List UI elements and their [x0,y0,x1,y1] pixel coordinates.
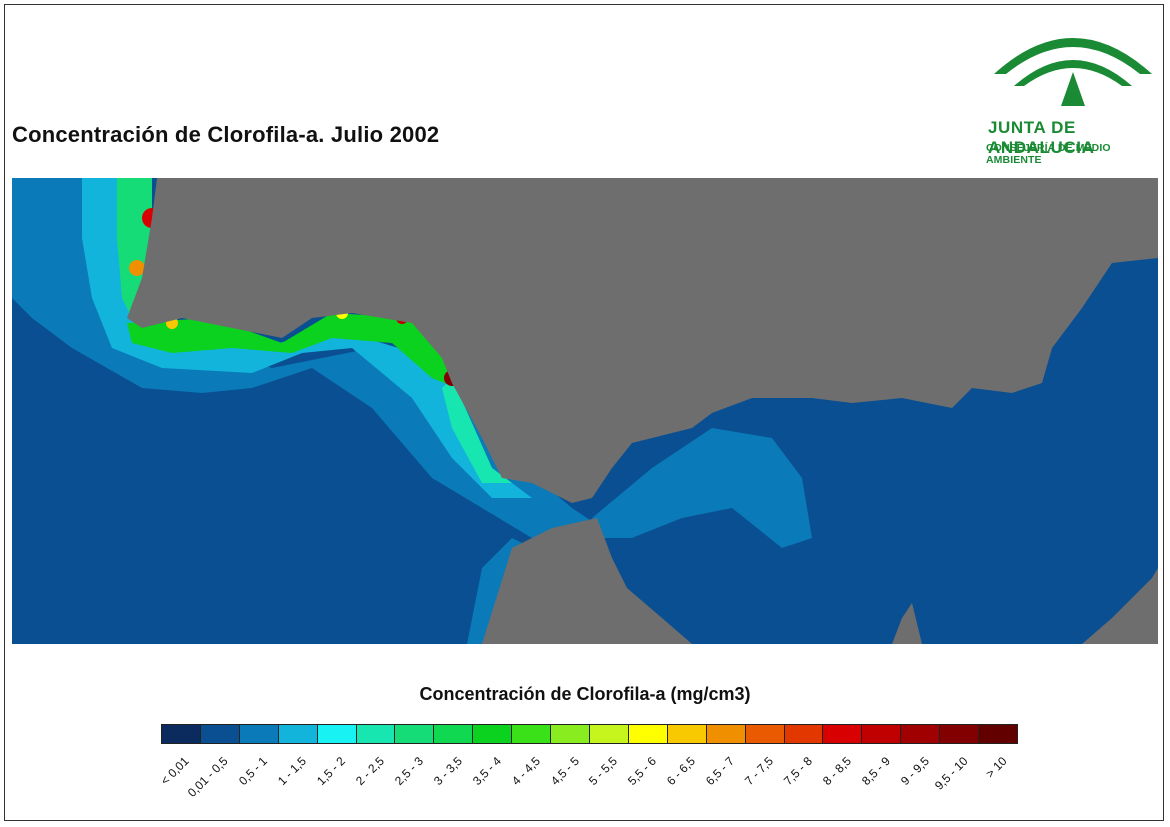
legend-tick: 7,5 - 8 [781,750,823,810]
legend-tick: 3 - 3,5 [430,750,473,810]
legend-swatch [317,725,357,743]
land-africa-east [892,603,922,644]
legend-swatch [823,725,863,743]
legend-swatch [395,725,435,743]
legend-swatch [628,725,668,743]
legend-swatch [706,725,746,743]
legend-tick: 8 - 8,5 [820,750,862,810]
logo-name: JUNTA DE ANDALUCIA [988,118,1095,157]
legend-swatch [162,725,201,743]
legend-tick: 5 - 5,5 [586,750,629,810]
legend-tick: 6,5 - 7 [703,750,745,810]
legend-colorbar [161,724,1018,744]
alboran-gyre [592,428,812,548]
legend-swatch [200,725,240,743]
legend-tick: 0,01 - 0,5 [185,750,239,810]
legend-tick-label: 2 - 2,5 [352,754,387,788]
legend-swatch [239,725,279,743]
legend-tick-label: 6,5 - 7 [703,754,738,788]
legend-swatch [278,725,318,743]
legend-swatch [512,725,552,743]
land-north-africa [482,518,692,644]
legend-tick: 1,5 - 2 [313,750,356,810]
legend-title: Concentración de Clorofila-a (mg/cm3) [419,684,751,704]
legend-swatch [473,725,513,743]
coastal-bloom-cadiz [442,378,512,483]
legend-swatch [784,725,824,743]
hotspot-2 [129,260,145,276]
legend-tick-label: 4 - 4,5 [508,754,543,788]
legend-tick: 6 - 6,5 [664,750,706,810]
legend-tick: 0,5 - 1 [235,750,278,810]
legend-tick-label: > 10 [983,754,1010,781]
legend-swatch [862,725,902,743]
legend-swatch [901,725,941,743]
legend-tick-label: 3,5 - 4 [469,754,504,788]
legend-swatch [940,725,980,743]
legend-tick-label: 8,5 - 9 [859,754,894,788]
legend-tick: 7 - 7,5 [742,750,784,810]
legend-tick: 4 - 4,5 [508,750,551,810]
legend-tick-label: 1 - 1,5 [274,754,309,788]
legend-tick-label: 9 - 9,5 [898,754,933,788]
figure-frame [4,4,1164,821]
legend-tick: 5,5 - 6 [625,750,667,810]
junta-andalucia-logo: JUNTA DE ANDALUCIA CONSEJERÍA DE MEDIO A… [982,14,1162,166]
legend-tick-label: 1,5 - 2 [313,754,348,788]
legend-tick: > 10 [979,750,1018,810]
legend-tick: 2,5 - 3 [391,750,434,810]
legend-tick: 8,5 - 9 [859,750,901,810]
legend-tick-label: 2,5 - 3 [391,754,426,788]
legend-swatch [979,725,1017,743]
land-iberia [127,178,1158,503]
legend-tick-label: 5,5 - 6 [625,754,660,788]
legend-tick-label: 5 - 5,5 [586,754,621,788]
chlorophyll-map [12,178,1158,644]
legend-tick: 2 - 2,5 [352,750,395,810]
legend-swatch [434,725,474,743]
legend-tick-label: 7,5 - 8 [781,754,816,788]
legend-tick-label: 3 - 3,5 [430,754,465,788]
legend-swatch [356,725,396,743]
legend-swatch [745,725,785,743]
legend-tick-label: 7 - 7,5 [742,754,777,788]
legend-tick: 9,5 - 10 [932,750,979,810]
legend-tick: 3,5 - 4 [469,750,512,810]
legend-tick: 4,5 - 5 [547,750,590,810]
legend-tick-label: 8 - 8,5 [820,754,855,788]
coastal-bloom-spain [127,313,457,388]
legend-swatch [667,725,707,743]
logo-subtitle: CONSEJERÍA DE MEDIO AMBIENTE [986,142,1111,166]
legend-swatch [589,725,629,743]
page-title: Concentración de Clorofila-a. Julio 2002 [12,122,440,147]
legend-tick: 1 - 1,5 [274,750,317,810]
legend-tick-label: 4,5 - 5 [547,754,582,788]
legend-swatch [551,725,590,743]
land-africa-far-east [1082,568,1158,644]
legend-tick-label: 6 - 6,5 [664,754,699,788]
legend-tick-label: 0,5 - 1 [235,754,270,788]
logo-emblem-icon [994,38,1152,106]
legend-tick-label: < 0,01 [158,754,192,788]
